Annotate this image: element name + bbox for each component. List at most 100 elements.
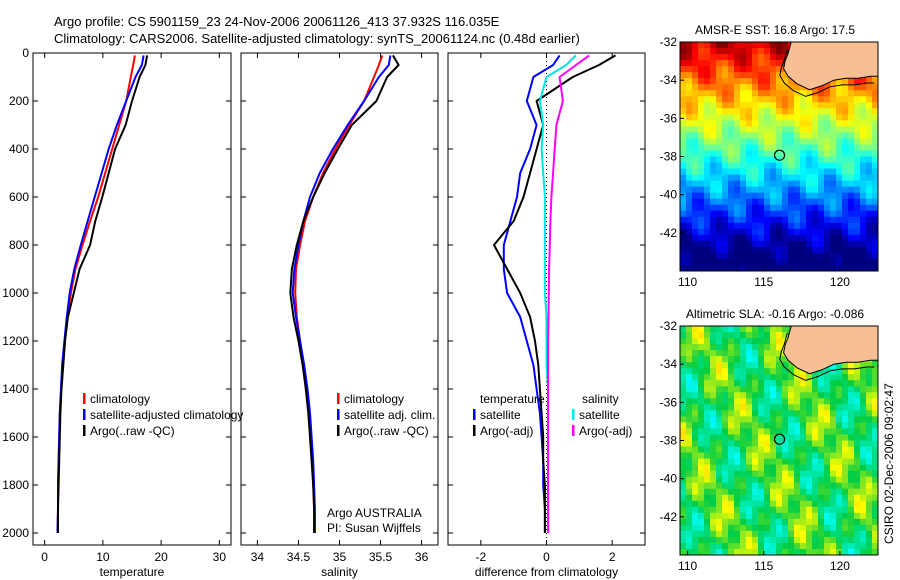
map-cell: [860, 132, 867, 140]
map-cell: [854, 120, 861, 127]
map-cell: [704, 458, 711, 466]
map-y-tick-label: -42: [660, 510, 678, 524]
map-cell: [746, 488, 753, 496]
map-cell: [860, 386, 867, 393]
x-tick-label: 35: [333, 550, 347, 564]
map-cell: [734, 180, 741, 188]
map-cell: [842, 264, 849, 271]
map-cell: [800, 126, 807, 133]
map-cell: [764, 350, 771, 357]
map-cell: [824, 204, 831, 212]
map-cell: [818, 132, 825, 140]
map-cell: [806, 374, 813, 381]
map-cell: [710, 186, 717, 194]
map-cell: [776, 54, 783, 61]
map-cell: [812, 392, 819, 399]
map-cell: [692, 72, 699, 79]
map-cell: [800, 428, 807, 436]
map-cell: [842, 470, 849, 478]
map-cell: [770, 234, 777, 242]
map-cell: [776, 240, 783, 248]
map-cell: [764, 96, 771, 103]
map-cell: [770, 326, 777, 333]
map-cell: [830, 452, 837, 460]
map-cell: [758, 174, 765, 182]
map-cell: [770, 338, 777, 345]
map-cell: [716, 470, 723, 478]
map-cell: [722, 416, 729, 424]
map-cell: [716, 264, 723, 271]
land-area: [783, 42, 878, 91]
map-cell: [752, 410, 759, 417]
map-cell: [782, 90, 789, 97]
map-cell: [818, 404, 825, 411]
map-cell: [704, 416, 711, 424]
map-cell: [704, 210, 711, 218]
map-cell: [710, 326, 717, 333]
map-cell: [740, 174, 747, 182]
map-cell: [812, 138, 819, 146]
map-cell: [680, 530, 687, 538]
map-cell: [680, 150, 687, 158]
map-cell: [836, 434, 843, 442]
map-cell: [710, 470, 717, 478]
map-cell: [782, 216, 789, 224]
map-cell: [752, 204, 759, 212]
map-cell: [788, 476, 795, 484]
map-cell: [752, 416, 759, 424]
map-cell: [860, 398, 867, 405]
map-cell: [758, 440, 765, 448]
map-cell: [776, 204, 783, 212]
map-cell: [800, 150, 807, 158]
map-cell: [800, 90, 807, 97]
map-cell: [806, 240, 813, 248]
map-cell: [698, 168, 705, 176]
map-cell: [692, 338, 699, 345]
map-cell: [776, 102, 783, 109]
map-cell: [692, 144, 699, 152]
map-cell: [728, 54, 735, 61]
map-cell: [848, 150, 855, 158]
map-cell: [740, 518, 747, 526]
map-cell: [746, 72, 753, 79]
map-cell: [848, 434, 855, 442]
map-cell: [836, 446, 843, 454]
map-y-tick-label: -32: [660, 319, 678, 333]
map-cell: [806, 476, 813, 484]
map-cell: [806, 482, 813, 490]
map-cell: [728, 470, 735, 478]
map-cell: [854, 216, 861, 224]
map-cell: [812, 246, 819, 254]
map-cell: [812, 410, 819, 417]
map-cell: [746, 150, 753, 158]
map-cell: [740, 440, 747, 448]
map-cell: [734, 138, 741, 146]
map-cell: [764, 530, 771, 538]
map-cell: [710, 482, 717, 490]
map-cell: [872, 470, 878, 478]
map-cell: [824, 138, 831, 146]
map-cell: [782, 440, 789, 448]
x-axis-label: temperature: [100, 565, 165, 579]
map-cell: [692, 530, 699, 538]
map-cell: [716, 368, 723, 375]
map-cell: [740, 428, 747, 436]
map-cell: [770, 374, 777, 381]
map-cell: [752, 476, 759, 484]
map-cell: [770, 222, 777, 230]
map-cell: [830, 422, 837, 430]
map-cell: [776, 506, 783, 514]
map-cell: [854, 84, 861, 91]
map-cell: [692, 356, 699, 363]
map-cell: [776, 60, 783, 67]
map-cell: [770, 102, 777, 109]
map-cell: [776, 398, 783, 405]
map-cell: [704, 126, 711, 133]
map-cell: [824, 422, 831, 430]
map-cell: [794, 422, 801, 430]
map-cell: [794, 392, 801, 399]
map-cell: [692, 84, 699, 91]
map-cell: [806, 192, 813, 200]
map-cell: [770, 192, 777, 200]
map-cell: [728, 78, 735, 85]
